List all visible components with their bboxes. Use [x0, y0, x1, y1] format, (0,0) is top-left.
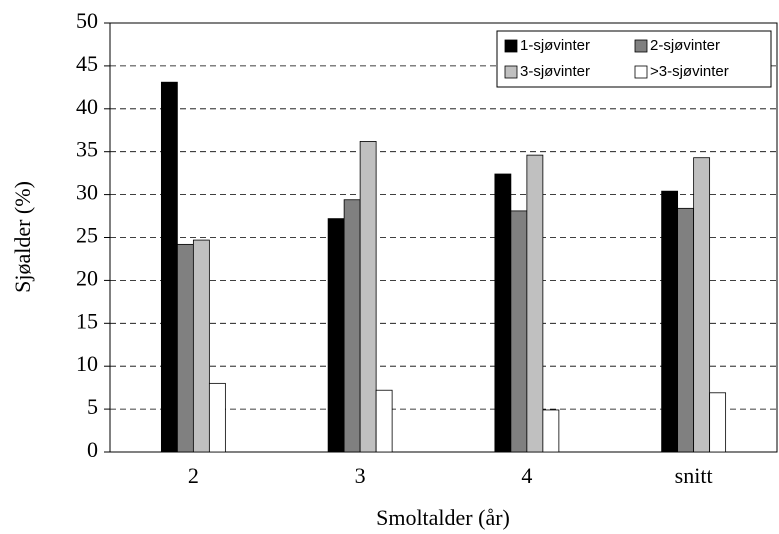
plot-frame — [109, 22, 778, 453]
bar — [709, 392, 727, 453]
legend-swatch — [634, 39, 648, 53]
y-tick-label: 45 — [76, 51, 98, 76]
legend-swatch — [504, 39, 518, 53]
y-tick-label: 15 — [76, 308, 98, 333]
bar — [343, 199, 361, 453]
y-tick-label: 5 — [87, 394, 98, 419]
x-tick-label: 3 — [355, 463, 366, 488]
bar — [375, 389, 393, 453]
legend-label: >3-sjøvinter — [650, 63, 729, 80]
x-tick-label: 2 — [188, 463, 199, 488]
bar — [661, 190, 679, 453]
y-tick-label: 0 — [87, 437, 98, 462]
y-tick-label: 25 — [76, 223, 98, 248]
bar — [526, 154, 544, 453]
bar — [160, 81, 178, 453]
bar — [327, 218, 345, 453]
bar — [359, 141, 377, 453]
bar — [510, 210, 528, 453]
legend-label: 2-sjøvinter — [650, 37, 720, 54]
x-axis-title: Smoltalder (år) — [376, 505, 510, 530]
bar — [494, 173, 512, 453]
x-tick-label: 4 — [521, 463, 532, 488]
bar — [677, 207, 695, 453]
legend-label: 3-sjøvinter — [520, 63, 590, 80]
legend-box — [496, 30, 772, 88]
y-axis-title: Sjøalder (%) — [10, 181, 35, 293]
bar — [192, 239, 210, 453]
legend-swatch — [504, 65, 518, 79]
legend-label: 1-sjøvinter — [520, 37, 590, 54]
y-tick-label: 30 — [76, 180, 98, 205]
y-tick-label: 10 — [76, 351, 98, 376]
y-tick-label: 40 — [76, 94, 98, 119]
y-tick-label: 35 — [76, 137, 98, 162]
bar — [693, 157, 711, 453]
x-tick-label: snitt — [675, 463, 713, 488]
y-tick-label: 20 — [76, 265, 98, 290]
legend-swatch — [634, 65, 648, 79]
bar — [208, 382, 226, 453]
bar — [542, 409, 560, 453]
y-tick-label: 50 — [76, 8, 98, 33]
bar — [176, 243, 194, 453]
